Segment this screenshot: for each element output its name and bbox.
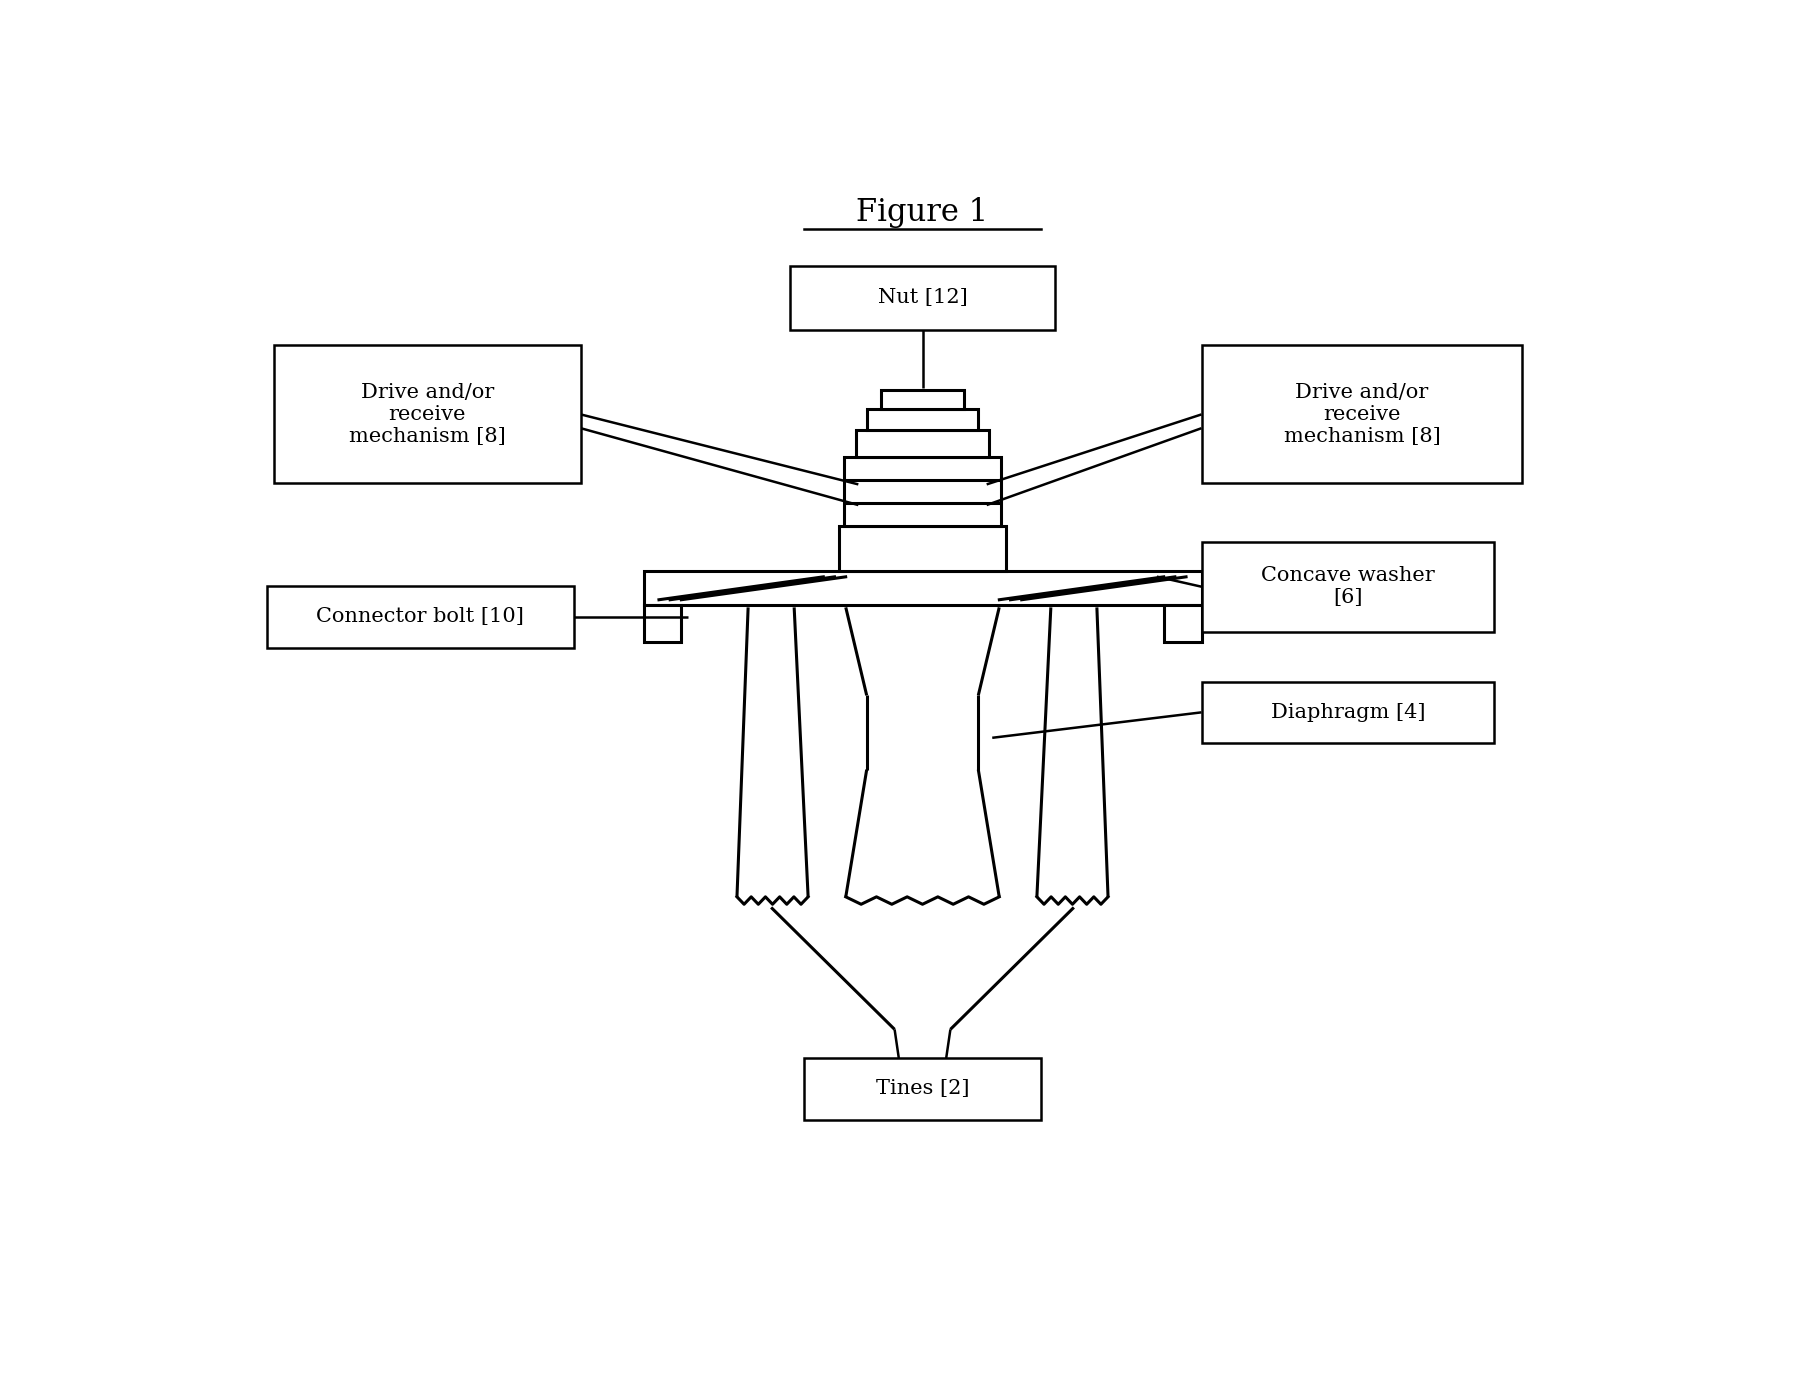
Bar bbox=[805, 1058, 1040, 1120]
Bar bbox=[880, 390, 965, 409]
Bar bbox=[644, 571, 1202, 606]
Bar bbox=[1202, 346, 1523, 483]
Bar bbox=[844, 457, 1001, 526]
Bar bbox=[855, 430, 990, 457]
Bar bbox=[1202, 541, 1494, 632]
Bar bbox=[868, 409, 979, 430]
Text: Tines [2]: Tines [2] bbox=[877, 1080, 968, 1099]
Bar bbox=[274, 346, 581, 483]
Text: Drive and/or
receive
mechanism [8]: Drive and/or receive mechanism [8] bbox=[349, 383, 506, 446]
Bar bbox=[266, 587, 574, 647]
Text: Figure 1: Figure 1 bbox=[857, 197, 988, 229]
Bar bbox=[644, 606, 680, 642]
Bar bbox=[839, 526, 1006, 571]
Text: Nut [12]: Nut [12] bbox=[878, 288, 967, 307]
Text: Diaphragm [4]: Diaphragm [4] bbox=[1271, 702, 1426, 722]
Bar bbox=[1165, 606, 1202, 642]
Text: Concave washer
[6]: Concave washer [6] bbox=[1262, 566, 1435, 607]
Bar bbox=[790, 266, 1055, 329]
Text: Connector bolt [10]: Connector bolt [10] bbox=[317, 607, 524, 627]
Text: Drive and/or
receive
mechanism [8]: Drive and/or receive mechanism [8] bbox=[1283, 383, 1440, 446]
Bar bbox=[1202, 682, 1494, 744]
